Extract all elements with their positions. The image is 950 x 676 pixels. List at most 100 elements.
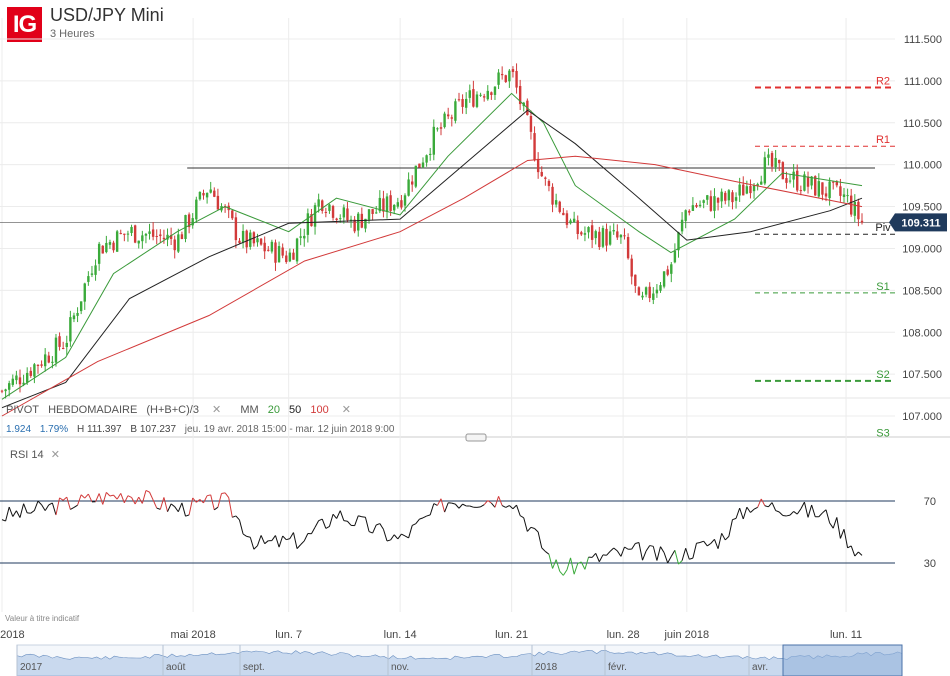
rsi-segment xyxy=(422,515,427,519)
candle-body xyxy=(94,265,97,275)
candle-body xyxy=(270,241,274,252)
candle-body xyxy=(25,372,29,383)
candle-body xyxy=(612,230,615,232)
rsi-segment xyxy=(59,497,64,501)
rsi-period: 14 xyxy=(31,449,44,461)
rsi-segment xyxy=(728,519,733,537)
navigator-label: févr. xyxy=(608,662,627,673)
rsi-segment xyxy=(739,507,744,520)
rsi-segment xyxy=(170,503,176,508)
candle-body xyxy=(436,128,439,130)
candle-body xyxy=(187,214,191,228)
rsi-segment xyxy=(577,561,582,564)
candle-body xyxy=(504,75,507,82)
rsi-segment xyxy=(523,517,528,532)
rsi-segment xyxy=(562,569,568,576)
rsi-segment xyxy=(80,494,86,499)
rsi-segment xyxy=(221,492,226,495)
rsi-segment xyxy=(753,506,758,510)
rsi-segment xyxy=(177,502,183,512)
rsi-segment xyxy=(1,519,6,522)
rsi-segment xyxy=(282,535,287,541)
candle-body xyxy=(292,252,295,260)
candle-body xyxy=(339,218,342,220)
candle-body xyxy=(393,204,396,211)
rsi-segment xyxy=(832,517,838,529)
candle-body xyxy=(608,231,612,245)
candle-body xyxy=(166,234,169,240)
rsi-segment xyxy=(5,506,10,522)
candle-body xyxy=(713,196,716,211)
candle-body xyxy=(760,181,763,185)
rsi-segment xyxy=(818,512,823,518)
candle-body xyxy=(734,197,738,201)
candle-body xyxy=(497,72,500,85)
y-tick-label: 108.000 xyxy=(902,327,942,339)
candle-body xyxy=(371,209,374,214)
candle-body xyxy=(587,227,590,233)
rsi-segment xyxy=(286,538,291,541)
candle-body xyxy=(421,162,425,168)
rsi-segment xyxy=(480,504,485,508)
navigator-label: 2018 xyxy=(535,662,558,673)
candle-body xyxy=(835,181,839,186)
rsi-segment xyxy=(51,502,57,516)
candle-body xyxy=(231,210,234,219)
rsi-segment xyxy=(717,533,723,549)
candle-body xyxy=(177,234,180,252)
rsi-segment xyxy=(217,493,222,508)
candle-body xyxy=(828,181,831,199)
candle-body xyxy=(731,192,734,203)
candle-body xyxy=(785,178,788,183)
y-tick-label: 111.500 xyxy=(904,34,942,46)
rsi-segment xyxy=(397,533,402,540)
rsi-segment xyxy=(84,493,89,499)
close-ma-icon[interactable]: ✕ xyxy=(341,404,351,416)
candle-body xyxy=(335,218,338,220)
candle-body xyxy=(763,157,767,184)
rsi-segment xyxy=(321,518,327,529)
rsi-segment xyxy=(415,518,420,524)
rsi-segment xyxy=(264,540,269,545)
candle-body xyxy=(112,242,115,251)
candle-body xyxy=(51,361,54,363)
candle-body xyxy=(842,194,846,197)
rsi-segment xyxy=(606,551,611,556)
candle-body xyxy=(662,271,666,287)
candle-body xyxy=(213,190,216,197)
candle-body xyxy=(533,133,536,161)
navigator-area xyxy=(16,649,903,676)
rsi-segment xyxy=(296,544,302,549)
y-tick-label: 108.500 xyxy=(902,285,942,297)
candle-body xyxy=(97,243,101,264)
candle-body xyxy=(202,193,205,196)
chart-title: USD/JPY Mini xyxy=(50,5,164,25)
rsi-segment xyxy=(800,501,805,510)
rsi-segment xyxy=(347,520,352,526)
change-value: 1.924 xyxy=(6,424,32,435)
navigator-window xyxy=(782,644,903,676)
candle-body xyxy=(443,113,446,128)
close-pivot-icon[interactable]: ✕ xyxy=(212,404,222,416)
rsi-segment xyxy=(444,502,449,513)
rsi-segment xyxy=(393,534,399,540)
y-tick-label: 107.000 xyxy=(902,411,942,423)
candle-body xyxy=(590,225,594,240)
candle-body xyxy=(544,177,547,179)
candle-body xyxy=(824,193,828,197)
candle-body xyxy=(792,171,795,180)
rsi-segment xyxy=(462,503,467,507)
candle-body xyxy=(79,301,83,312)
candle-body xyxy=(385,196,389,212)
candle-body xyxy=(634,274,637,286)
rsi-segment xyxy=(670,549,676,557)
close-rsi-icon[interactable]: ✕ xyxy=(50,449,60,461)
candle-body xyxy=(601,228,605,247)
y-tick-label: 110.500 xyxy=(903,118,942,130)
candle-body xyxy=(313,205,317,227)
candle-body xyxy=(673,251,677,263)
high-value: H 111.397 xyxy=(76,424,122,435)
rsi-segment xyxy=(116,493,122,500)
rsi-segment xyxy=(616,550,622,557)
